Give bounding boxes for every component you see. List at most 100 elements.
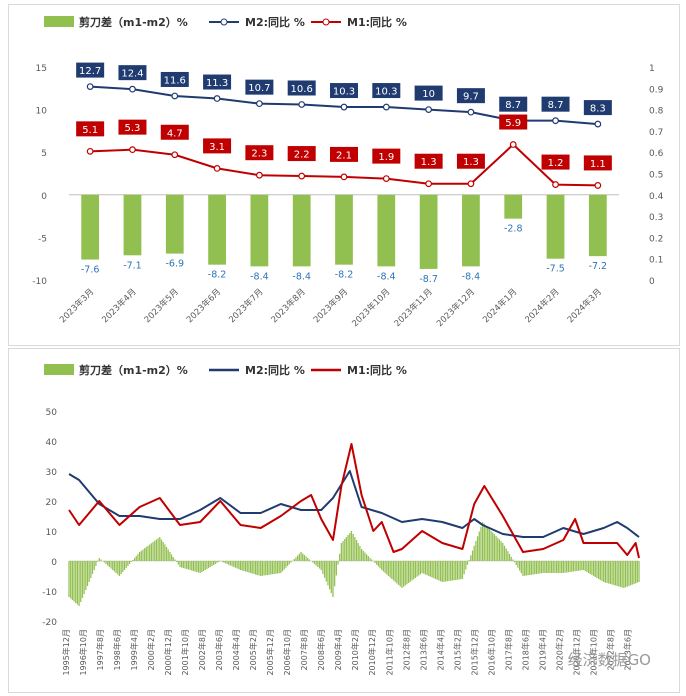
- bar: [288, 561, 290, 565]
- bar: [623, 561, 625, 588]
- bar: [191, 561, 193, 571]
- bar: [160, 539, 163, 561]
- m1-label-box: [330, 146, 358, 162]
- m1-data-label: 2.2: [294, 150, 310, 161]
- x-tick-label: 2023年8月: [269, 286, 308, 325]
- bar: [485, 525, 487, 561]
- x-tick-label: 1997年8月: [95, 629, 105, 670]
- m2-data-label: 12.4: [121, 69, 143, 80]
- bar: [409, 561, 411, 582]
- bar-data-label: -8.2: [335, 270, 354, 281]
- x-tick-label: 2012年8月: [401, 629, 411, 670]
- m1-label-box: [203, 138, 232, 154]
- m2-label-box: [372, 83, 401, 99]
- bar: [73, 561, 75, 602]
- bar: [460, 561, 462, 580]
- m1-label-box: [160, 124, 189, 140]
- bar: [88, 561, 90, 582]
- bar: [231, 561, 233, 567]
- bar: [281, 561, 284, 572]
- bar: [332, 561, 334, 597]
- bar: [147, 545, 149, 561]
- bar: [581, 561, 583, 571]
- bar: [490, 530, 492, 561]
- m1-label-box: [541, 154, 570, 170]
- m1-label-box: [499, 114, 528, 130]
- bar: [487, 527, 489, 561]
- bar: [392, 561, 395, 581]
- bar: [270, 561, 272, 575]
- bar: [478, 531, 480, 561]
- bar: [369, 557, 371, 561]
- x-tick-label: 2015年12月: [469, 629, 479, 676]
- m2-data-label: 9.7: [463, 92, 479, 103]
- bar: [179, 561, 181, 567]
- bar: [155, 539, 158, 561]
- axes: 50 40 30 20 10 0 -10 -20 1995年12月 1996年10月 1997年8月…: [42, 408, 639, 676]
- bar: [546, 194, 565, 259]
- bar: [594, 561, 596, 577]
- m2-marker: [298, 101, 306, 108]
- bar: [130, 561, 132, 562]
- bar: [234, 561, 237, 568]
- bar: [438, 561, 440, 581]
- bar: [576, 561, 578, 571]
- lines: [86, 83, 602, 189]
- bar: [323, 561, 326, 578]
- legend-bar-swatch: [44, 364, 74, 375]
- bar: [110, 561, 112, 569]
- bar: [207, 561, 210, 568]
- x-tick-label: 2019年4月: [537, 629, 547, 670]
- bar: [512, 559, 514, 561]
- m1-data-label: 5.3: [125, 123, 141, 134]
- bar: [377, 561, 380, 567]
- bar: [313, 561, 316, 564]
- m2-label-box: [330, 83, 358, 99]
- legend-m2-marker: [220, 18, 228, 26]
- bar: [181, 561, 183, 568]
- m2-label-box: [287, 80, 316, 96]
- x-tick-label: 1999年4月: [129, 629, 139, 670]
- bar: [340, 543, 343, 561]
- m1-marker: [552, 181, 559, 188]
- m1-data-label: 4.7: [167, 128, 183, 139]
- y2-tick-label: 0.6: [649, 149, 664, 159]
- bar: [631, 561, 633, 585]
- bar: [557, 561, 559, 573]
- x-tick-label: 2021年10月: [588, 629, 598, 676]
- bar: [117, 561, 119, 575]
- bar: [265, 561, 267, 576]
- m2-marker: [382, 103, 390, 111]
- bar: [298, 553, 300, 561]
- bar: [618, 561, 620, 587]
- bar: [446, 561, 448, 582]
- bar: [572, 561, 575, 572]
- bar: [483, 523, 485, 561]
- bar: [297, 555, 299, 561]
- y-tick-label: 10: [36, 107, 48, 117]
- bar: [539, 561, 541, 574]
- bar: [239, 561, 242, 570]
- x-tick-label: 2000年2月: [146, 629, 156, 670]
- bar: [574, 561, 576, 572]
- bar: [113, 561, 116, 572]
- x-tick-label: 2023年4月: [100, 286, 139, 325]
- y2-tick-label: 0.5: [649, 171, 663, 181]
- bar: [638, 561, 640, 582]
- bar: [285, 561, 287, 568]
- legend-m2-label: M2:同比 %: [245, 15, 305, 29]
- bar: [335, 194, 353, 265]
- bar: [249, 561, 252, 573]
- x-tick-label: 2006年10月: [282, 629, 292, 676]
- bar: [80, 561, 82, 602]
- y-tick-label: 40: [46, 438, 58, 448]
- bar: [318, 561, 321, 569]
- bar: [525, 561, 527, 576]
- y2-tick-label: 0.1: [649, 256, 663, 266]
- bar: [424, 561, 427, 575]
- m1-marker: [425, 180, 433, 188]
- y-tick-label: 15: [36, 64, 47, 74]
- m2-label-box: [245, 79, 274, 95]
- bar: [209, 561, 211, 567]
- bar: [199, 561, 201, 573]
